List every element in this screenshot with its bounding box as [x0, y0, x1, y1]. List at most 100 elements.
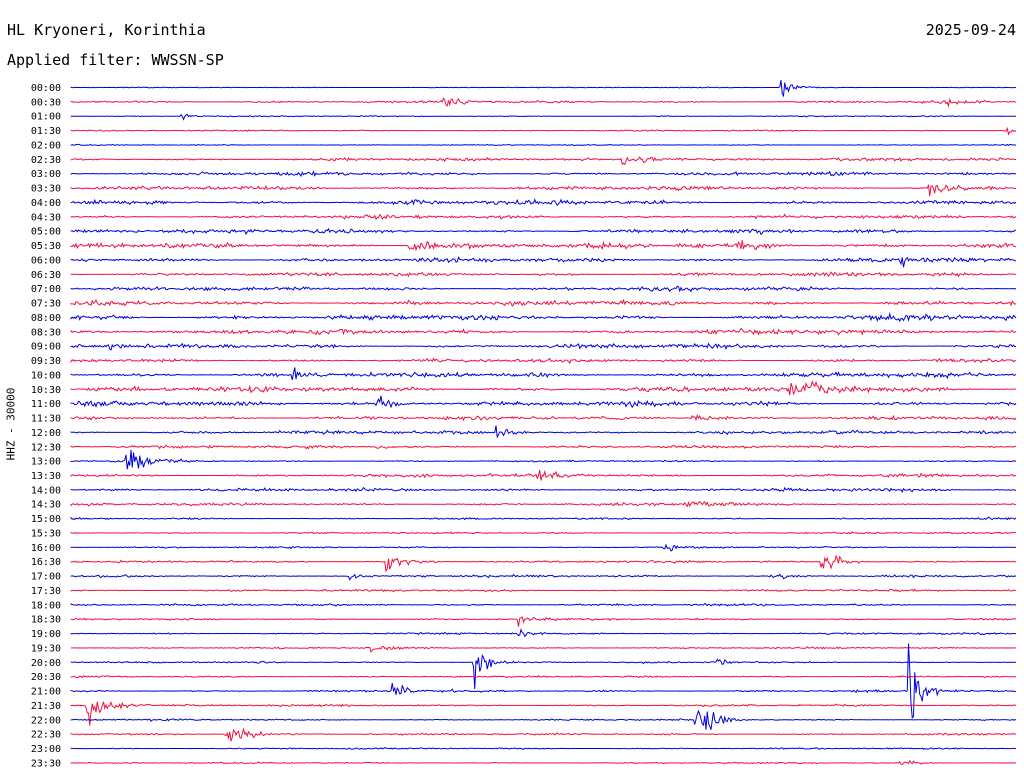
trace-line	[70, 746, 1017, 750]
trace-line	[70, 380, 1017, 396]
trace-line	[70, 531, 1017, 535]
trace-line	[70, 588, 1017, 593]
trace-line	[70, 413, 1017, 422]
trace-line	[70, 156, 1017, 166]
time-label: 05:30	[31, 241, 61, 252]
time-label: 14:30	[31, 500, 61, 511]
time-label: 21:00	[31, 687, 61, 698]
trace-line	[70, 169, 1017, 178]
trace-line	[70, 184, 1017, 197]
time-label: 20:30	[31, 672, 61, 683]
trace-line	[70, 573, 1017, 581]
time-label: 16:00	[31, 543, 61, 554]
trace-line	[70, 543, 1017, 552]
trace-line	[70, 327, 1017, 336]
time-label: 00:30	[31, 97, 61, 108]
trace-line	[70, 700, 1017, 726]
trace-line	[70, 113, 1017, 121]
filter-label: Applied filter: WWSSN-SP	[7, 51, 224, 69]
trace-line	[70, 143, 1017, 147]
time-label: 19:30	[31, 643, 61, 654]
trace-line	[70, 425, 1017, 438]
time-label: 15:30	[31, 528, 61, 539]
time-label: 09:00	[31, 342, 61, 353]
time-label: 13:00	[31, 457, 61, 468]
trace-line	[70, 227, 1017, 236]
trace-line	[70, 256, 1017, 268]
time-label: 19:00	[31, 629, 61, 640]
time-label: 00:00	[31, 83, 61, 94]
trace-line	[70, 486, 1017, 494]
trace-line	[70, 602, 1017, 607]
time-label: 10:30	[31, 385, 61, 396]
time-label: 09:30	[31, 356, 61, 367]
trace-line	[70, 198, 1017, 206]
time-label: 18:30	[31, 615, 61, 626]
time-label: 17:00	[31, 572, 61, 583]
trace-line	[70, 285, 1017, 293]
trace-line	[70, 554, 1017, 573]
time-label: 07:00	[31, 284, 61, 295]
time-label: 02:30	[31, 155, 61, 166]
trace-line	[70, 628, 1017, 638]
trace-line	[70, 727, 1017, 742]
time-label: 03:30	[31, 184, 61, 195]
trace-line	[70, 444, 1017, 450]
trace-line	[70, 97, 1017, 108]
time-label: 10:00	[31, 370, 61, 381]
trace-line	[70, 367, 1017, 381]
time-label: 01:30	[31, 126, 61, 137]
trace-line	[70, 516, 1017, 521]
trace-line	[70, 357, 1017, 365]
time-label: 13:30	[31, 471, 61, 482]
station-title: HL Kryoneri, Korinthia	[7, 21, 206, 39]
time-label: 17:30	[31, 586, 61, 597]
time-label: 11:00	[31, 399, 61, 410]
trace-line	[70, 759, 1017, 765]
time-label: 14:00	[31, 485, 61, 496]
time-label: 20:00	[31, 658, 61, 669]
trace-line	[70, 643, 1017, 719]
trace-line	[70, 213, 1017, 221]
time-label: 18:00	[31, 600, 61, 611]
trace-line	[70, 395, 1017, 409]
time-label: 07:30	[31, 299, 61, 310]
time-label: 11:30	[31, 414, 61, 425]
trace-line	[70, 709, 1017, 730]
time-labels: 00:00 00:30 01:00 01:30 02:00 02:30 03:00 03:30…	[31, 83, 61, 769]
time-label: 12:30	[31, 442, 61, 453]
date-label: 2025-09-24	[925, 21, 1016, 39]
time-label: 01:00	[31, 112, 61, 123]
trace-line	[70, 312, 1017, 323]
trace-line	[70, 298, 1017, 307]
time-label: 12:00	[31, 428, 61, 439]
trace-line	[70, 616, 1017, 627]
time-label: 04:00	[31, 198, 61, 209]
trace-line	[70, 674, 1017, 679]
time-label: 04:30	[31, 212, 61, 223]
trace-line	[70, 80, 1017, 98]
trace-line	[70, 645, 1017, 653]
time-label: 05:00	[31, 227, 61, 238]
time-label: 23:00	[31, 744, 61, 755]
trace-line	[70, 449, 1017, 470]
trace-line	[70, 240, 1017, 252]
trace-line	[70, 469, 1017, 481]
time-label: 22:00	[31, 715, 61, 726]
time-label: 22:30	[31, 730, 61, 741]
seismic-traces	[70, 80, 1017, 765]
time-label: 06:30	[31, 270, 61, 281]
time-label: 16:30	[31, 557, 61, 568]
time-label: 08:00	[31, 313, 61, 324]
trace-line	[70, 126, 1017, 136]
trace-line	[70, 342, 1017, 351]
trace-line	[70, 653, 1017, 689]
time-label: 06:00	[31, 255, 61, 266]
time-label: 02:00	[31, 140, 61, 151]
time-label: 15:00	[31, 514, 61, 525]
time-label: 21:30	[31, 701, 61, 712]
time-label: 08:30	[31, 327, 61, 338]
trace-line	[70, 500, 1017, 508]
time-label: 03:00	[31, 169, 61, 180]
